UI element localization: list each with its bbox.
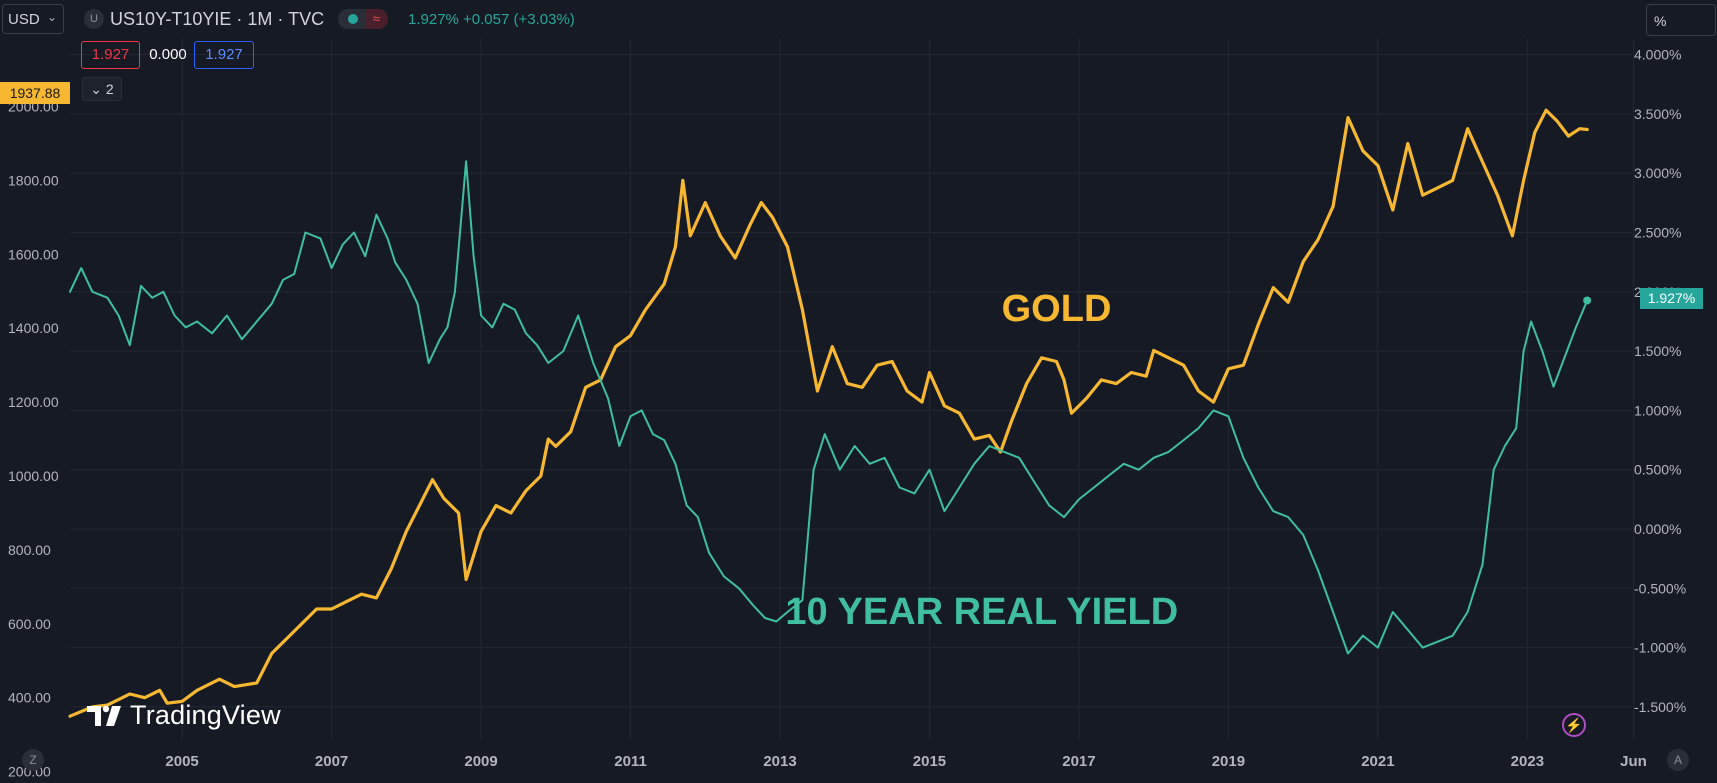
time-axis: 2005 2007 2009 2011 2013 2015 2017 2019 2021 2023… [165, 753, 1646, 770]
market-status[interactable]: ≈ [338, 9, 388, 29]
ohlc-value-blue: 1.927 [194, 41, 254, 69]
x-tick-label: 2023 [1511, 753, 1544, 770]
right-tick-label: 3.000% [1634, 165, 1681, 181]
gold-price-tag: 1937.88 [0, 82, 70, 104]
x-tick-label: 2005 [165, 753, 198, 770]
right-tick-label: 0.000% [1634, 521, 1681, 537]
x-tick-label: 2011 [614, 753, 647, 770]
x-tick-label: 2015 [913, 753, 946, 770]
x-tick-label: Jun [1620, 753, 1647, 770]
symbol-title[interactable]: US10Y-T10YIE · 1M · TVC [110, 9, 325, 29]
chevron-down-icon: ⌄ [46, 10, 57, 24]
grid-lines [70, 38, 1634, 740]
ohlc-value-plain: 0.000 [149, 46, 187, 63]
right-axis: 4.000%3.500%3.000%2.500%2.000%1.500%1.00… [1634, 47, 1686, 715]
x-tick-label: 2017 [1062, 753, 1095, 770]
tradingview-logo-icon [87, 705, 121, 726]
left-tick-label: 1600.00 [8, 246, 59, 262]
series-layer [68, 108, 1592, 718]
right-tick-label: -0.500% [1634, 580, 1686, 596]
right-tick-label: -1.000% [1634, 640, 1686, 656]
x-tick-label: 2007 [315, 753, 348, 770]
symbol-badge[interactable]: U [84, 9, 104, 29]
right-tick-label: 1.500% [1634, 343, 1681, 359]
right-tick-label: 0.500% [1634, 462, 1681, 478]
top-toolbar: USD ⌄ U US10Y-T10YIE · 1M · TVC ≈ 1.927%… [0, 0, 1717, 38]
lightning-icon[interactable]: ⚡ [1562, 713, 1586, 737]
last-quote: 1.927% +0.057 (+3.03%) [408, 11, 575, 28]
currency-label: USD [8, 11, 40, 28]
right-tick-label: 4.000% [1634, 47, 1681, 63]
x-tick-label: 2013 [763, 753, 796, 770]
gold-annotation: GOLD [1002, 288, 1112, 330]
auto-scale-button[interactable]: A [1667, 749, 1689, 771]
left-axis: 2000.001800.001600.001400.001200.001000.… [8, 99, 59, 780]
right-tick-label: 1.000% [1634, 402, 1681, 418]
x-tick-label: 2019 [1212, 753, 1245, 770]
left-tick-label: 600.00 [8, 616, 51, 632]
real-yield-line[interactable] [69, 160, 1589, 655]
gold-line[interactable] [68, 108, 1589, 718]
right-tick-label: -1.500% [1634, 699, 1686, 715]
annotation-layer: GOLD 10 YEAR REAL YIELD [785, 288, 1178, 633]
left-tick-label: 1000.00 [8, 468, 59, 484]
left-tick-label: 800.00 [8, 542, 51, 558]
legend-count: 2 [105, 81, 114, 97]
wave-icon: ≈ [365, 9, 388, 29]
left-tick-label: 1200.00 [8, 394, 59, 410]
last-point-marker [1583, 296, 1592, 305]
x-tick-label: 2021 [1361, 753, 1394, 770]
yield-last-tag: 1.927% [1640, 288, 1703, 309]
legend-collapse-button[interactable]: ⌄ 2 [82, 77, 122, 101]
right-tick-label: 2.500% [1634, 225, 1681, 241]
status-dot-icon [348, 14, 358, 24]
left-tick-label: 1800.00 [8, 172, 59, 188]
left-tick-label: 400.00 [8, 690, 51, 706]
tradingview-wordmark: TradingView [130, 700, 281, 730]
chevron-down-icon: ⌄ [90, 81, 106, 97]
ohlc-value-red: 1.927 [81, 41, 140, 69]
real-yield-annotation: 10 YEAR REAL YIELD [785, 591, 1178, 633]
x-tick-label: 2009 [464, 753, 497, 770]
zoom-reset-button[interactable]: Z [22, 749, 44, 771]
left-tick-label: 1400.00 [8, 320, 59, 336]
right-tick-label: 3.500% [1634, 106, 1681, 122]
currency-selector[interactable]: USD ⌄ [2, 4, 64, 34]
percent-scale-toggle[interactable]: % [1646, 4, 1716, 36]
